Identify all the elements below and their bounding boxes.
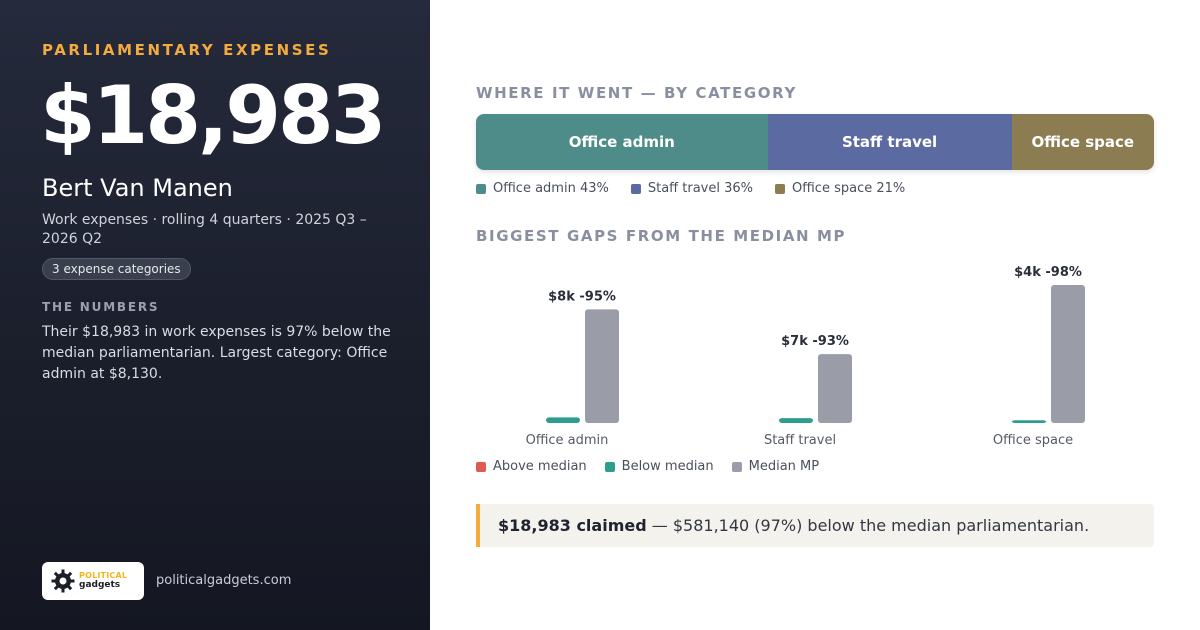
- category-section-title: WHERE IT WENT — BY CATEGORY: [476, 84, 797, 102]
- stacked-segment-office-admin: Office admin: [476, 114, 768, 170]
- gap-legend-item: Below median: [604, 459, 714, 474]
- stacked-segment-staff-travel: Staff travel: [767, 114, 1012, 170]
- bar-median-mp-staff-travel: [818, 354, 852, 423]
- summary-panel: PARLIAMENTARY EXPENSES $18,983 Bert Van …: [0, 0, 430, 630]
- gear-icon: [51, 569, 75, 593]
- legend-swatch: [731, 461, 742, 472]
- legend-label: Above median: [493, 459, 587, 474]
- bar-below-median-office-admin: [546, 417, 580, 423]
- category-legend-item: Office space 21%: [775, 181, 905, 196]
- brand-logo: POLITICAL gadgets: [42, 562, 144, 600]
- legend-swatch: [604, 461, 615, 472]
- numbers-heading: THE NUMBERS: [42, 300, 160, 314]
- period-subtitle: Work expenses · rolling 4 quarters · 202…: [42, 212, 367, 247]
- gap-legend-item: Above median: [476, 459, 587, 474]
- category-legend-item: Staff travel 36%: [630, 181, 753, 196]
- category-stacked-bar: Office admin Staff travel Office space: [476, 114, 1154, 170]
- gap-legend-item: Median MP: [731, 459, 820, 474]
- summary-callout: $18,983 claimed — $581,140 (97%) below t…: [476, 504, 1154, 547]
- logo-wordmark-top: POLITICAL: [79, 571, 128, 580]
- gaps-section-title: BIGGEST GAPS FROM THE MEDIAN MP: [476, 227, 847, 245]
- bar-median-mp-office-admin: [585, 309, 619, 423]
- data-label-staff-travel: $7k -93%: [781, 334, 849, 349]
- callout-strong: $18,983 claimed: [498, 516, 647, 535]
- category-legend: Office admin 43% Staff travel 36% Office s…: [476, 181, 905, 196]
- site-url: politicalgadgets.com: [156, 573, 292, 588]
- legend-swatch: [775, 183, 785, 194]
- mp-name: Bert Van Manen: [42, 174, 233, 202]
- legend-label: Office admin 43%: [493, 181, 609, 196]
- numbers-summary: Their $18,983 in work expenses is 97% be…: [42, 324, 391, 382]
- legend-label: Staff travel 36%: [647, 181, 753, 196]
- gap-bar-chart: $8k -95% Office admin $7k -93% Staff travel…: [526, 265, 1085, 448]
- data-label-office-admin: $8k -95%: [548, 289, 616, 304]
- total-expenses: $18,983: [40, 69, 386, 162]
- legend-swatch: [476, 461, 486, 472]
- legend-label: Office space 21%: [792, 181, 906, 196]
- legend-swatch: [476, 183, 486, 194]
- bar-median-mp-office-space: [1051, 285, 1085, 423]
- logo-wordmark-bottom: gadgets: [79, 580, 121, 590]
- legend-label: Median MP: [748, 459, 820, 474]
- bar-below-median-staff-travel: [779, 418, 813, 423]
- eyebrow-label: PARLIAMENTARY EXPENSES: [42, 41, 332, 59]
- legend-label: Below median: [621, 459, 714, 474]
- legend-swatch: [630, 183, 641, 194]
- category-count-badge: 3 expense categories: [42, 258, 191, 280]
- category-label-office-space: Office space: [993, 433, 1073, 448]
- category-legend-item: Office admin 43%: [476, 181, 609, 196]
- category-label-staff-travel: Staff travel: [764, 433, 836, 448]
- callout-text: — $581,140 (97%) below the median parlia…: [646, 516, 1090, 535]
- category-label-office-admin: Office admin: [526, 433, 609, 448]
- stacked-segment-office-space: Office space: [1011, 114, 1154, 170]
- data-label-office-space: $4k -98%: [1014, 265, 1082, 280]
- gap-legend: Above median Below median Median MP: [476, 459, 819, 474]
- bar-below-median-office-space: [1012, 420, 1046, 423]
